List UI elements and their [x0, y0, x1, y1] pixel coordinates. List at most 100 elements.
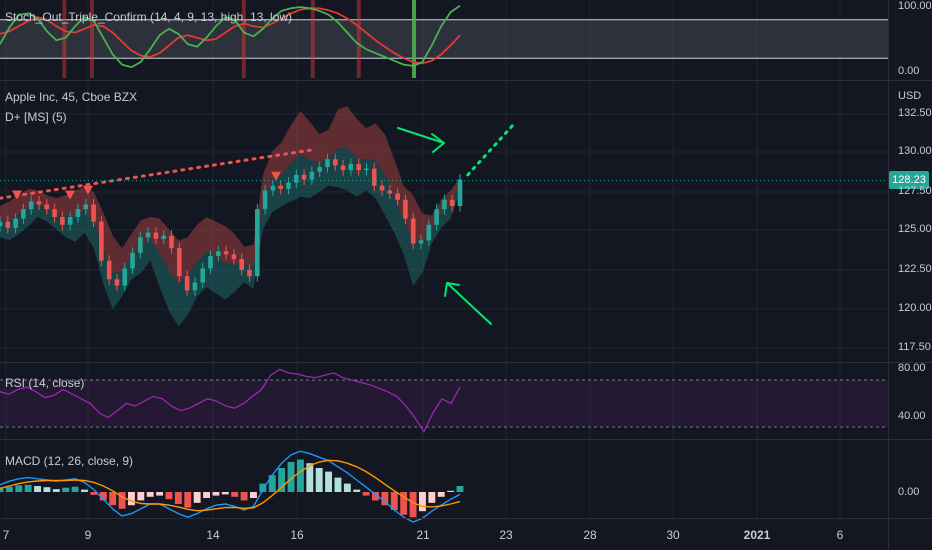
pane-separator[interactable] [0, 439, 932, 440]
x-tick: 2021 [743, 528, 771, 542]
pane-separator[interactable] [0, 362, 932, 363]
candle [60, 216, 65, 225]
macd-histogram-bar [212, 492, 220, 496]
macd-histogram-bar [221, 492, 229, 495]
stoch-signal-bar [90, 0, 94, 78]
macd-histogram-bar [409, 492, 417, 518]
candle [0, 221, 3, 227]
candle [184, 276, 190, 291]
arrow-bottom [446, 282, 492, 325]
rsi-band [0, 380, 888, 427]
macd-histogram-bar [437, 492, 445, 497]
candle [13, 218, 18, 228]
x-tick: 9 [84, 528, 92, 542]
stoch-signal-bar [412, 0, 416, 78]
candle [410, 218, 416, 244]
y-tick: 130.00 [898, 145, 932, 157]
macd-histogram-bar [81, 489, 88, 492]
arrow-bottom-head [444, 282, 460, 297]
x-tick: 23 [499, 528, 513, 542]
macd-histogram-bar [306, 463, 314, 492]
stoch-k-line [0, 4, 461, 69]
candle [161, 235, 167, 239]
stoch-pane [0, 0, 888, 78]
macd-histogram-bar [43, 487, 51, 492]
stoch-signal-bar [310, 0, 315, 78]
macd-histogram-bar [250, 492, 257, 498]
macd-histogram-bar [428, 492, 436, 503]
candle [122, 268, 128, 286]
x-tick: 6 [836, 528, 844, 542]
candle [254, 209, 260, 277]
x-tick: 21 [416, 528, 430, 542]
y-tick: 40.00 [898, 410, 926, 422]
pane-separator[interactable] [0, 80, 932, 81]
macd-histogram-bar [231, 492, 239, 497]
currency-label: USD [898, 90, 922, 102]
y-tick: 122.50 [898, 263, 932, 275]
y-tick: 80.00 [898, 362, 926, 374]
candle [325, 159, 330, 168]
upper-envelope-fill [0, 106, 460, 284]
candle [200, 268, 206, 283]
macd-histogram-bar [268, 475, 276, 492]
macd-histogram-bar [296, 459, 304, 492]
price-axis[interactable] [888, 0, 932, 550]
macd-histogram-bar [240, 492, 248, 501]
macd-histogram-bar [259, 483, 267, 492]
candle [278, 185, 283, 189]
macd-histogram-bar [90, 492, 98, 495]
x-tick: 7 [2, 528, 10, 542]
stoch-signal-bar [62, 0, 67, 78]
macd-histogram-bar [278, 468, 286, 492]
y-tick: 120.00 [898, 302, 932, 314]
symbol-title[interactable]: Apple Inc, 45, Cboe BZX [5, 90, 138, 104]
macd-histogram-bar [315, 468, 323, 492]
rsi-pane [0, 368, 888, 434]
stoch-signal-bar [241, 0, 246, 78]
stoch-legend[interactable]: Stoch_Out_Triple_Confirm (14, 4, 9, 13, … [5, 10, 293, 24]
y-tick: 100.00 [898, 0, 932, 12]
candle [387, 190, 393, 194]
rsi-line [0, 368, 461, 434]
macd-histogram-bar [24, 484, 32, 492]
stoch-signal-bar [356, 0, 361, 78]
candle [426, 224, 432, 241]
last-price-badge: 128.23 [889, 171, 929, 189]
macd-histogram-bar [343, 483, 351, 492]
candle [91, 204, 96, 222]
macd-histogram-bar [203, 492, 210, 498]
x-tick: 16 [290, 528, 304, 542]
sell-marker [12, 190, 22, 200]
candle [247, 270, 252, 277]
macd-histogram-bar [71, 486, 79, 492]
candle [395, 193, 400, 200]
macd-histogram-bar [62, 487, 70, 492]
candle [356, 163, 361, 171]
candle [434, 209, 439, 225]
pane-separator [0, 518, 932, 519]
candle [114, 279, 120, 286]
candle [216, 251, 221, 256]
macd-histogram-bar [456, 486, 464, 492]
rsi-legend[interactable]: RSI (14, close) [5, 376, 85, 390]
candle [262, 190, 268, 210]
macd-histogram-bar [325, 471, 333, 492]
macd-histogram-bar [184, 492, 192, 508]
macd-histogram-bar [52, 489, 60, 492]
grid-lines [0, 0, 888, 518]
macd-histogram-bar [34, 486, 42, 492]
macd-legend[interactable]: MACD (12, 26, close, 9) [5, 454, 134, 468]
candle [99, 221, 104, 261]
candle [21, 209, 26, 219]
indicator-legend[interactable]: D+ [MS] (5) [5, 110, 67, 124]
macd-histogram-bar [390, 492, 398, 510]
x-tick: 28 [583, 528, 597, 542]
y-tick: 127.50 [898, 185, 932, 197]
macd-pane [0, 450, 464, 523]
macd-histogram-bar [400, 492, 408, 515]
candle [153, 232, 159, 239]
candle [309, 171, 315, 180]
candle [442, 199, 447, 210]
candle [5, 221, 11, 228]
